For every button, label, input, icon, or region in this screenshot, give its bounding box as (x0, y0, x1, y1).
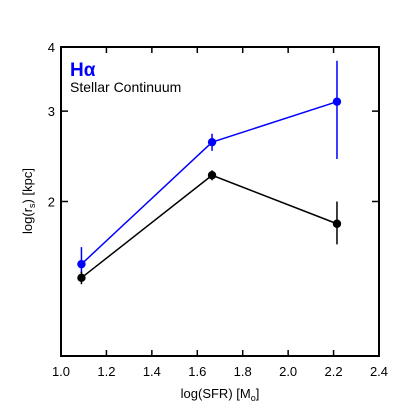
legend-entry-halpha: Hα (70, 60, 96, 81)
x-tick-label: 1.6 (188, 364, 206, 379)
series (77, 60, 342, 285)
data-point-halpha (207, 137, 217, 147)
series-halpha (77, 60, 342, 274)
data-point-halpha (332, 97, 342, 106)
x-tick-label: 1.4 (143, 364, 161, 379)
x-tick-label: 2.0 (279, 364, 297, 379)
y-tick-label: 2 (48, 195, 55, 210)
data-point-stellar-continuum (332, 219, 342, 228)
x-tick-label: 1.0 (52, 364, 70, 379)
series-line-stellar-continuum (80, 174, 338, 279)
x-axis-label: log(SFR) [Mo] (181, 386, 260, 403)
plot-frame (60, 46, 380, 357)
x-axis-label-subscript: o (251, 393, 256, 403)
y-axis-label-subscript: s (27, 203, 37, 208)
y-axis-label: log(rs) [kpc] (20, 168, 37, 234)
x-ticks: 1.0 1.2 1.4 1.6 1.8 2.0 2.2 2.4 (52, 47, 388, 379)
series-line-halpha (80, 100, 338, 265)
data-point-stellar-continuum (207, 171, 217, 180)
y-axis-label-suffix: ) [kpc] (20, 168, 35, 203)
x-tick-label: 1.8 (234, 364, 252, 379)
y-ticks: 2 3 4 (48, 40, 379, 210)
series-stellar-continuum (77, 170, 342, 285)
x-tick-label: 1.2 (97, 364, 115, 379)
y-tick-label: 4 (48, 40, 55, 55)
y-axis-label-main: log(r (20, 207, 35, 234)
x-tick-label: 2.2 (325, 364, 343, 379)
data-point-halpha (77, 259, 86, 269)
data-point-stellar-continuum (77, 273, 86, 283)
x-axis-label-main: log(SFR) [M (181, 386, 251, 401)
x-tick-label: 2.4 (370, 364, 388, 379)
x-axis-label-suffix: ] (256, 386, 260, 401)
legend-entry-stellar-continuum: Stellar Continuum (70, 79, 181, 95)
y-tick-label: 3 (48, 104, 55, 119)
